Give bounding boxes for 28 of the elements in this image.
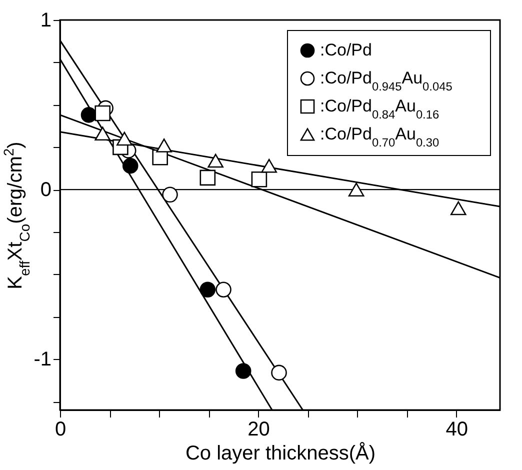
point — [450, 201, 466, 216]
legend-label: :Co/Pd$_{0.945}$Au$_{0.045}$ — [320, 68, 453, 94]
y-tick-label: 0 — [40, 179, 52, 202]
point — [208, 154, 224, 168]
x-tick-label: 40 — [446, 418, 468, 440]
point — [116, 132, 132, 146]
point — [156, 138, 172, 152]
y-tick-label: 1 — [40, 10, 52, 32]
point — [162, 186, 178, 203]
x-axis-title: Co layer thickness(Å) — [185, 442, 376, 464]
point — [94, 105, 111, 122]
y-tick-label: -1 — [34, 348, 52, 371]
x-tick-label: 0 — [54, 418, 66, 440]
legend-label: :Co/Pd$_{0.70}$Au$_{0.30}$ — [320, 124, 440, 150]
legend-label: :Co/Pd — [320, 40, 372, 60]
x-tick-label: 20 — [248, 418, 270, 440]
point — [235, 363, 252, 379]
point — [271, 364, 287, 381]
point — [94, 126, 111, 141]
point — [200, 282, 216, 298]
point — [348, 182, 364, 196]
point — [261, 158, 277, 173]
point — [200, 170, 216, 186]
legend-label: :Co/Pd$_{0.84}$Au$_{0.16}$ — [320, 96, 440, 122]
point — [216, 282, 232, 298]
point — [122, 158, 138, 174]
point — [80, 107, 97, 123]
point — [251, 171, 268, 188]
